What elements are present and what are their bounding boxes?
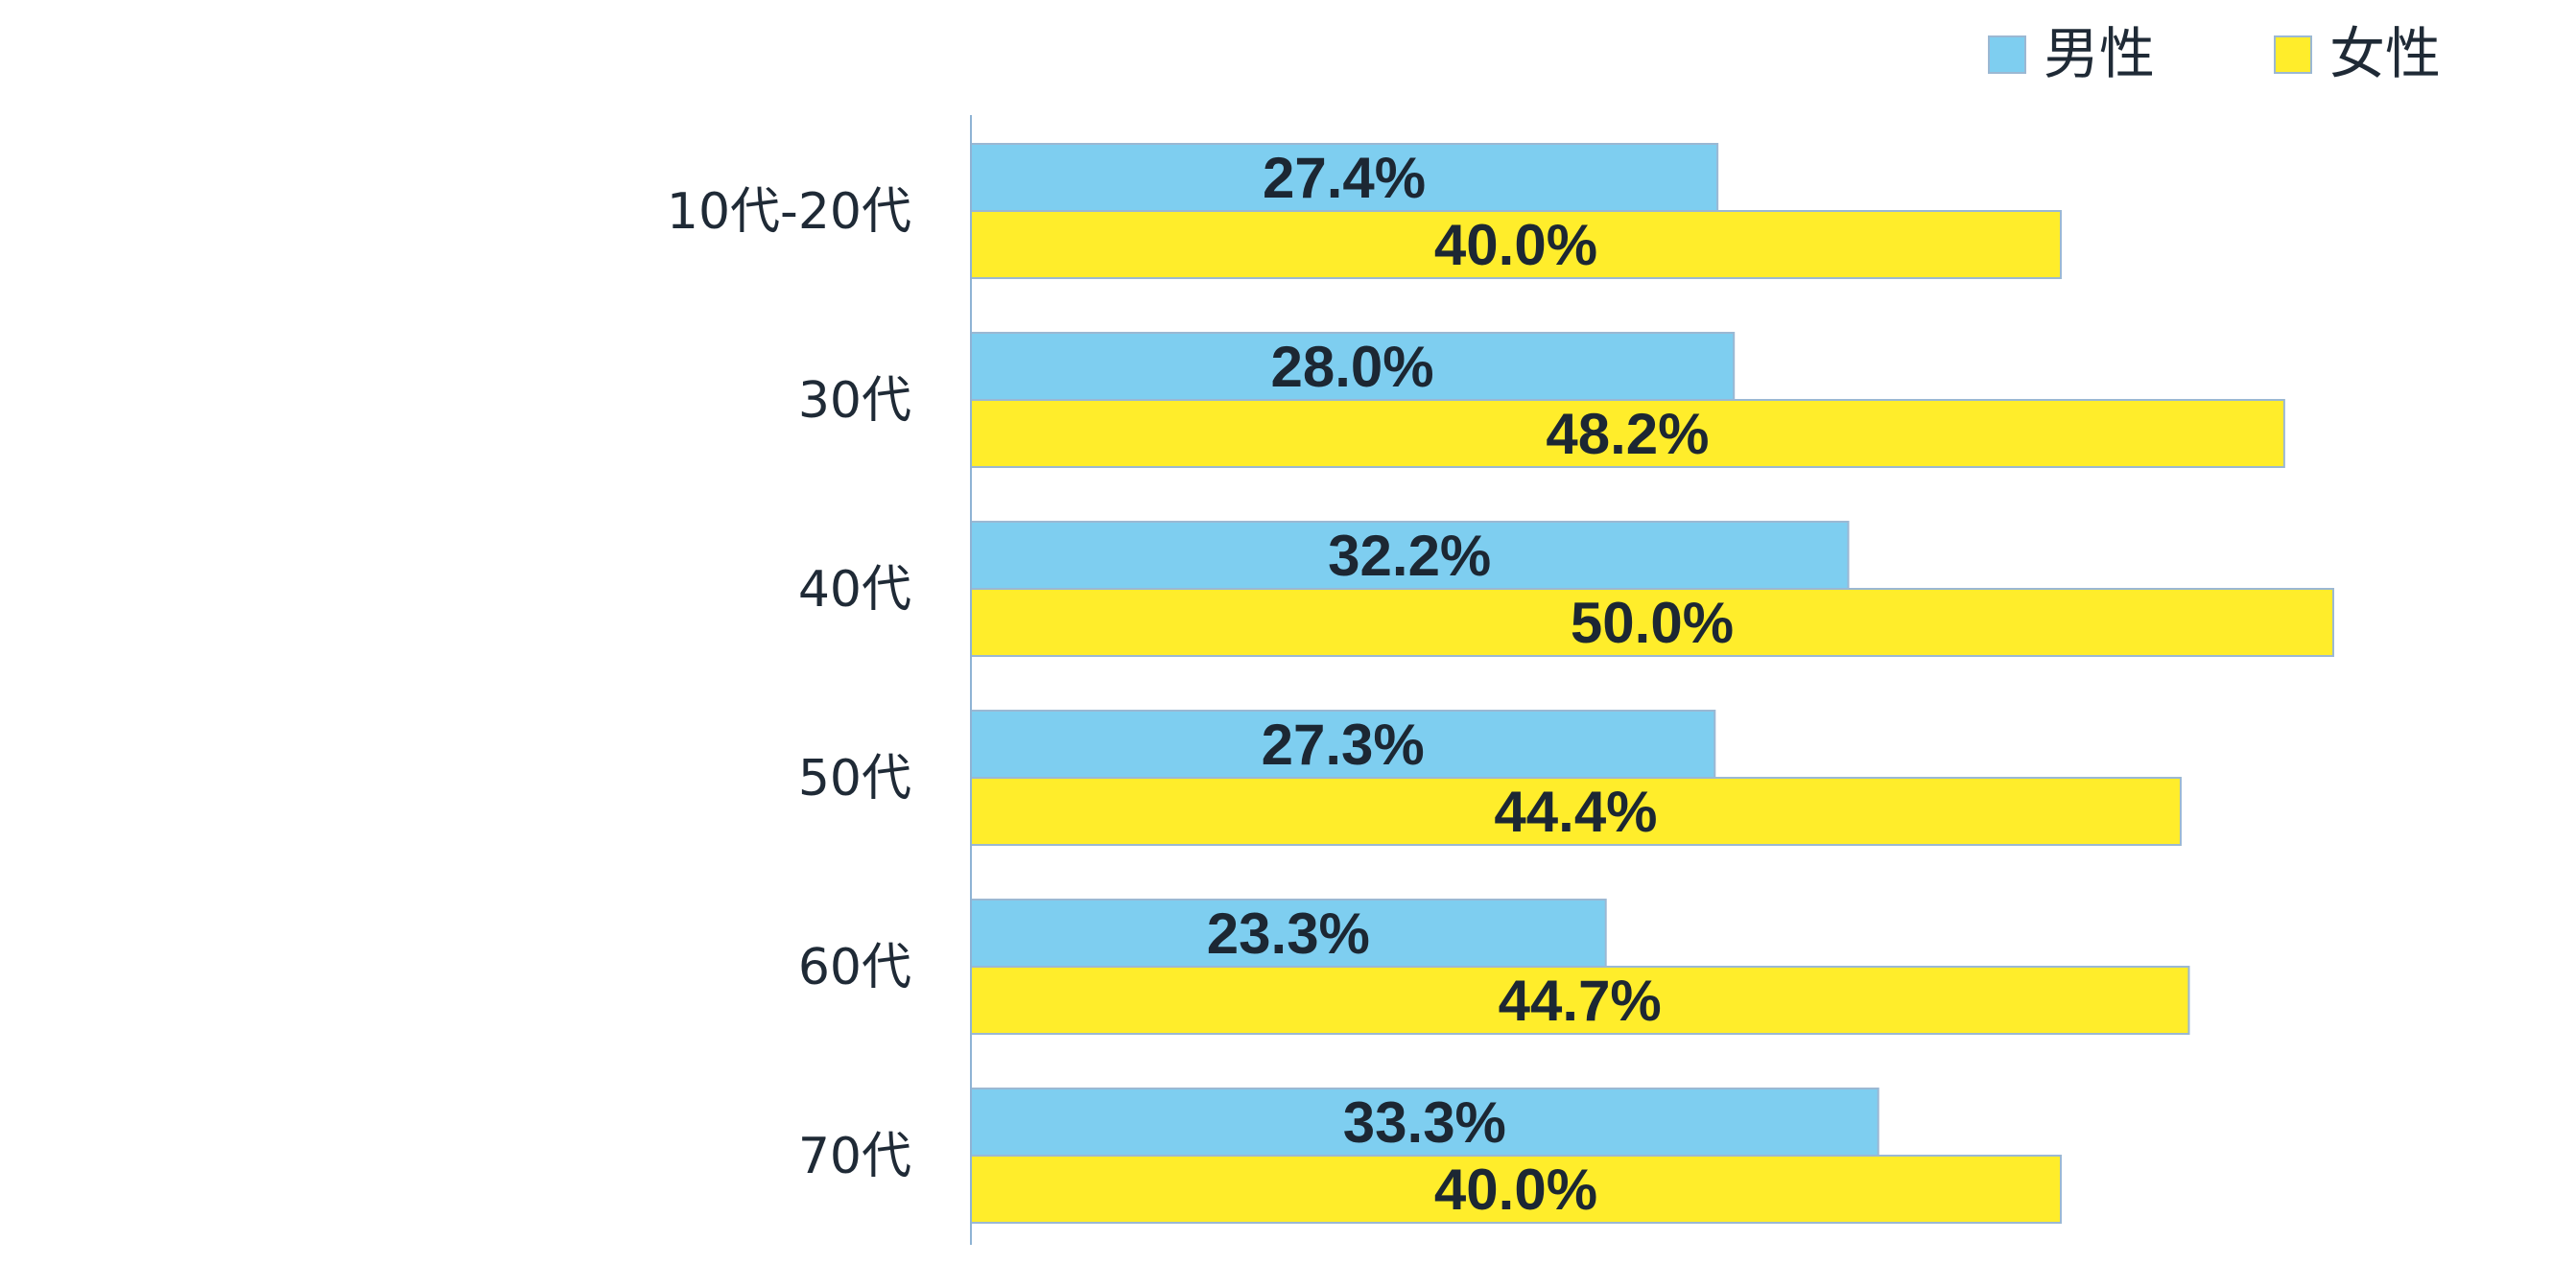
bar-female-2 (970, 588, 2334, 657)
value-label: 50.0% (1571, 591, 1734, 655)
bar-female-0 (970, 210, 2062, 279)
legend-swatch-male (1988, 35, 2026, 74)
value-label: 33.3% (1343, 1090, 1506, 1155)
value-labels: 27.4%40.0%28.0%48.2%32.2%50.0%27.3%44.4%… (1207, 146, 1734, 1222)
value-label: 23.3% (1207, 901, 1370, 966)
category-label: 10代-20代 (667, 183, 911, 241)
value-label: 27.3% (1262, 713, 1425, 777)
bar-female-5 (970, 1155, 2062, 1224)
bar-female-4 (970, 966, 2190, 1035)
category-label: 70代 (798, 1128, 911, 1185)
legend-label-male: 男性 (2044, 21, 2155, 86)
value-label: 32.2% (1328, 524, 1491, 588)
value-label: 40.0% (1434, 1158, 1597, 1222)
category-labels: 10代-20代 30代 40代 50代 60代 70代 (667, 183, 911, 1185)
legend-label-female: 女性 (2329, 21, 2441, 86)
category-label: 50代 (798, 750, 911, 808)
category-label: 30代 (798, 372, 911, 430)
value-label: 40.0% (1434, 213, 1597, 277)
category-label: 40代 (798, 561, 911, 619)
category-label: 60代 (798, 939, 911, 996)
bar-female-1 (970, 399, 2285, 468)
bar-male-1 (970, 332, 1736, 401)
legend: 男性 女性 (1988, 21, 2441, 86)
bar-male-5 (970, 1088, 1879, 1157)
value-label: 44.4% (1494, 780, 1657, 844)
value-label: 48.2% (1546, 402, 1709, 466)
value-label: 28.0% (1271, 335, 1434, 399)
value-label: 27.4% (1263, 146, 1426, 210)
bars-group (970, 143, 2334, 1224)
legend-swatch-female (2274, 35, 2312, 74)
bar-male-0 (970, 143, 1719, 212)
value-label: 44.7% (1499, 969, 1662, 1033)
